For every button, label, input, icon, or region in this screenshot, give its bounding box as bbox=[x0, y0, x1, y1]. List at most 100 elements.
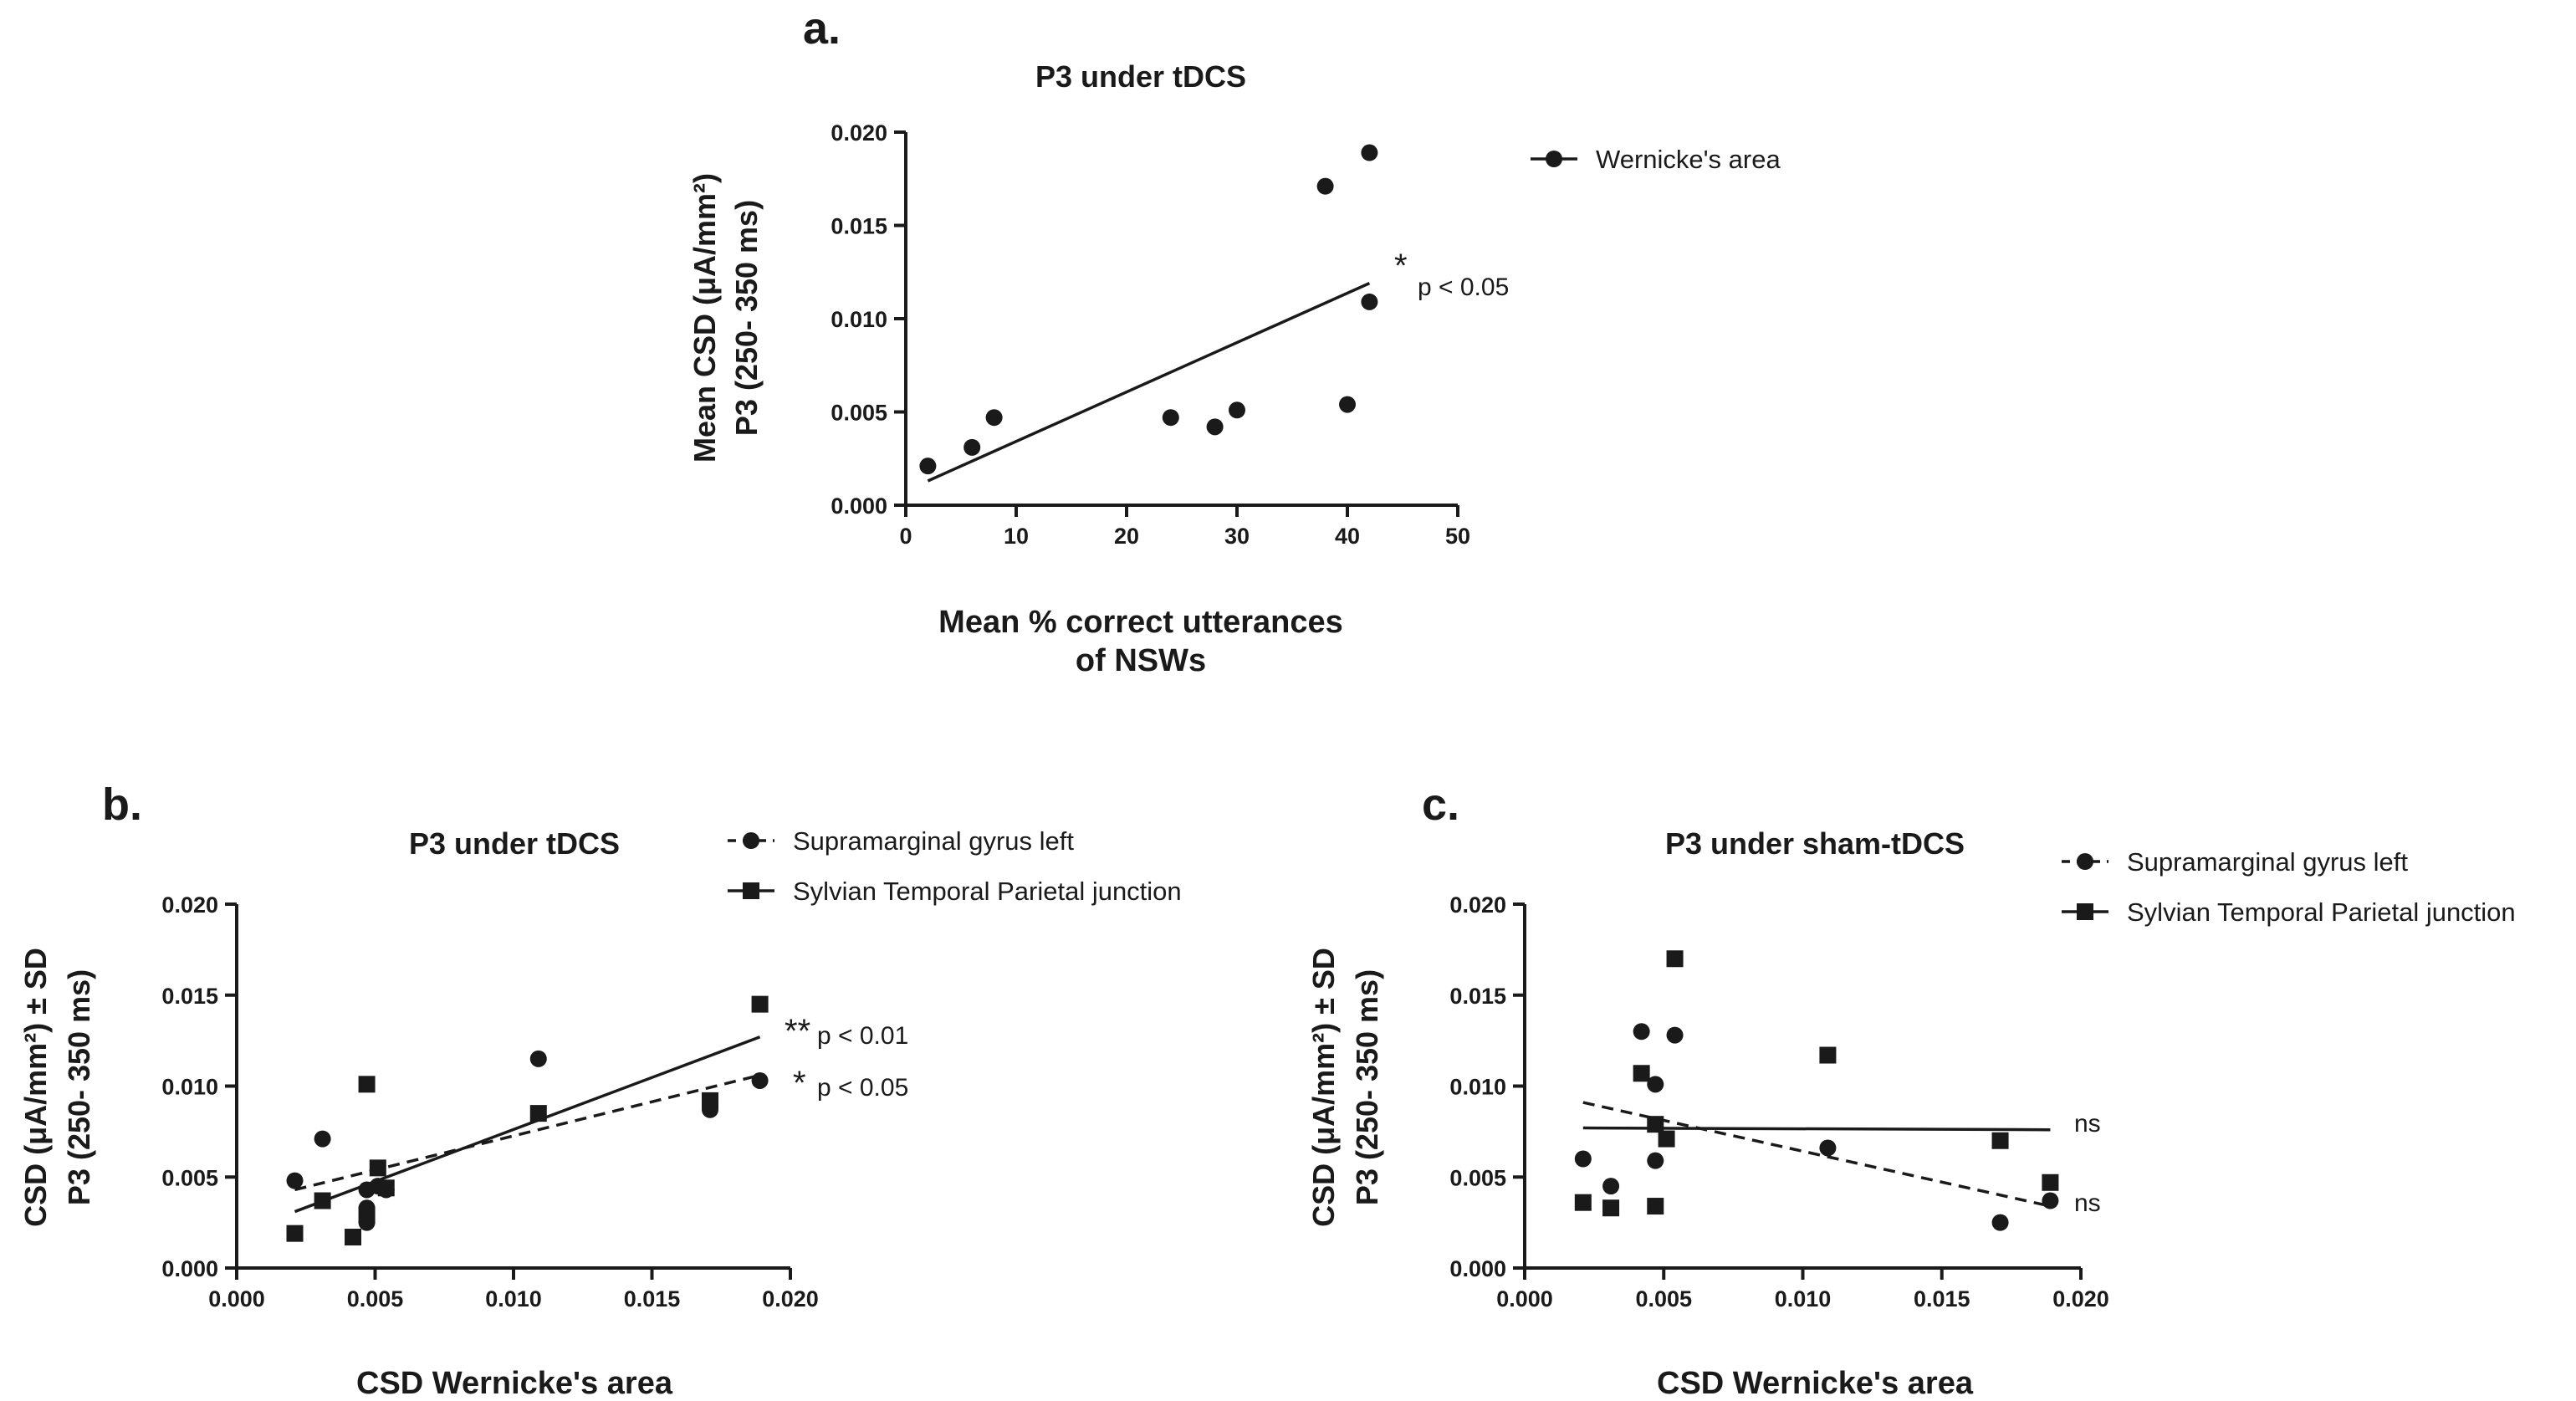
data-point bbox=[345, 1229, 362, 1246]
legend-label: Supramarginal gyrus left bbox=[793, 826, 1074, 856]
panel-label: a. bbox=[803, 3, 841, 54]
y-tick-label: 0.005 bbox=[1449, 1165, 1506, 1190]
y-tick-label: 0.005 bbox=[161, 1165, 218, 1190]
data-point bbox=[1658, 1130, 1675, 1148]
data-point bbox=[529, 1050, 547, 1067]
data-point bbox=[1316, 177, 1334, 195]
panel-2: b. P3 under tDCS 0.000 0.005 0.010 0.015 0.020… bbox=[18, 780, 1182, 1401]
x-axis-label: CSD Wernicke's area bbox=[1657, 1366, 1974, 1401]
panel-label: b. bbox=[102, 780, 142, 830]
data-point bbox=[377, 1179, 395, 1197]
data-point bbox=[1361, 293, 1378, 310]
data-point bbox=[1602, 1178, 1620, 1195]
y-tick-label: 0.015 bbox=[831, 214, 887, 239]
x-tick-label: 0.020 bbox=[2052, 1286, 2109, 1312]
data-point bbox=[1206, 418, 1224, 436]
x-tick-label: 0.010 bbox=[485, 1286, 542, 1312]
x-tick-label: 30 bbox=[1224, 524, 1250, 549]
data-point bbox=[1819, 1046, 1837, 1064]
x-tick-label: 10 bbox=[1004, 524, 1029, 549]
data-point bbox=[2042, 1173, 2059, 1191]
data-point bbox=[1819, 1139, 1837, 1157]
x-axis-label: Mean % correct utterances bbox=[938, 605, 1343, 640]
y-tick-label: 0.015 bbox=[1449, 984, 1506, 1009]
data-point bbox=[1666, 1026, 1684, 1044]
data-point bbox=[1991, 1214, 2009, 1231]
data-point bbox=[1666, 950, 1684, 968]
fit-line bbox=[294, 1035, 761, 1214]
y-tick-label: 0.010 bbox=[831, 307, 887, 332]
y-tick-label: 0.015 bbox=[161, 984, 218, 1009]
legend-marker bbox=[1546, 151, 1562, 167]
data-point bbox=[286, 1172, 304, 1189]
y-tick-label: 0.020 bbox=[831, 120, 887, 146]
x-tick-label: 40 bbox=[1335, 524, 1360, 549]
significance-label: ns bbox=[2074, 1110, 2101, 1138]
significance-label: p < 0.01 bbox=[817, 1022, 908, 1050]
data-point bbox=[1574, 1150, 1592, 1168]
significance-label: p < 0.05 bbox=[817, 1074, 908, 1102]
legend-marker bbox=[2077, 903, 2093, 920]
panel-3: c. P3 under sham-tDCS 0.000 0.005 0.010 0.015… bbox=[1306, 780, 2516, 1401]
fit-line bbox=[927, 282, 1371, 483]
panel-1: a. P3 under tDCS 0.000 0.005 0.010 0.015 0.020… bbox=[687, 3, 1781, 678]
data-point bbox=[751, 995, 769, 1013]
data-point bbox=[1574, 1194, 1592, 1211]
y-axis-label: P3 (250- 350 ms) bbox=[62, 969, 96, 1205]
data-point bbox=[1647, 1076, 1664, 1093]
data-point bbox=[1602, 1199, 1620, 1217]
chart-title: P3 under tDCS bbox=[409, 826, 620, 861]
x-tick-label: 0.015 bbox=[624, 1286, 681, 1312]
significance-label: p < 0.05 bbox=[1418, 274, 1509, 301]
significance-star: * bbox=[793, 1065, 806, 1102]
x-tick-label: 0.005 bbox=[347, 1286, 404, 1312]
data-point bbox=[358, 1206, 376, 1224]
y-tick-label: 0.000 bbox=[1449, 1256, 1506, 1281]
significance-star: * bbox=[1394, 248, 1408, 284]
y-axis-label: Mean CSD (μA/mm²) bbox=[687, 173, 722, 463]
legend-marker bbox=[743, 882, 759, 899]
x-tick-label: 0.015 bbox=[1914, 1286, 1970, 1312]
legend-marker bbox=[743, 832, 759, 849]
data-point bbox=[1647, 1152, 1664, 1169]
data-point bbox=[985, 409, 1003, 427]
data-point bbox=[1361, 144, 1378, 161]
x-axis-label: CSD Wernicke's area bbox=[356, 1366, 673, 1401]
data-point bbox=[1633, 1065, 1650, 1082]
data-point bbox=[751, 1071, 769, 1089]
data-point bbox=[1229, 401, 1245, 419]
y-tick-label: 0.010 bbox=[1449, 1075, 1506, 1100]
data-point bbox=[529, 1105, 547, 1122]
data-point bbox=[314, 1192, 331, 1209]
y-tick-label: 0.010 bbox=[161, 1075, 218, 1100]
significance-label: ns bbox=[2074, 1189, 2101, 1217]
chart-title: P3 under tDCS bbox=[1035, 59, 1246, 94]
x-axis-label: of NSWs bbox=[1076, 643, 1206, 678]
data-point bbox=[1633, 1023, 1650, 1041]
legend-label: Sylvian Temporal Parietal junction bbox=[2127, 897, 2516, 927]
data-point bbox=[919, 458, 937, 475]
legend-label: Supramarginal gyrus left bbox=[2127, 847, 2408, 877]
x-tick-label: 0.005 bbox=[1635, 1286, 1692, 1312]
y-tick-label: 0.020 bbox=[161, 892, 218, 918]
data-point bbox=[1339, 396, 1356, 413]
data-point bbox=[1991, 1132, 2009, 1149]
significance-star: ** bbox=[785, 1013, 810, 1050]
legend-label: Sylvian Temporal Parietal junction bbox=[793, 877, 1182, 906]
data-point bbox=[963, 438, 981, 456]
data-point bbox=[286, 1225, 304, 1242]
y-tick-label: 0.000 bbox=[831, 493, 887, 519]
data-point bbox=[1647, 1116, 1664, 1133]
panel-label: c. bbox=[1422, 780, 1459, 830]
y-tick-label: 0.005 bbox=[831, 401, 887, 426]
data-point bbox=[1162, 409, 1179, 427]
data-point bbox=[358, 1076, 376, 1093]
data-point bbox=[314, 1130, 331, 1148]
data-point bbox=[1647, 1198, 1664, 1215]
x-tick-label: 0.010 bbox=[1775, 1286, 1832, 1312]
y-tick-label: 0.020 bbox=[1449, 892, 1506, 918]
data-point bbox=[369, 1159, 386, 1177]
x-tick-label: 0.000 bbox=[208, 1286, 265, 1312]
legend-marker bbox=[2077, 853, 2093, 870]
